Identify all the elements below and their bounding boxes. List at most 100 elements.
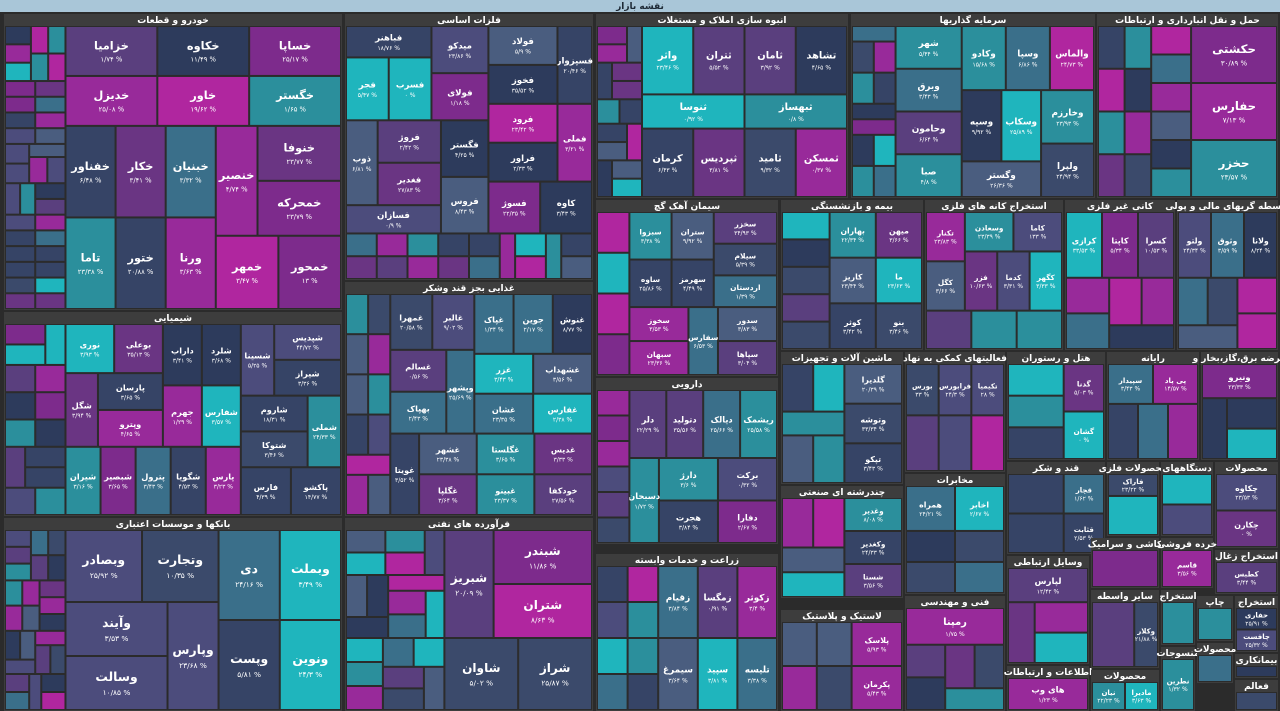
stock-tile[interactable]: شبندر ۱۱/۸۶ %: [493, 530, 593, 584]
stock-tile-small[interactable]: [20, 630, 36, 660]
stock-tile-small[interactable]: [1151, 54, 1192, 83]
stock-tile[interactable]: فخوز ۳۵/۵۲ %: [488, 64, 558, 104]
stock-tile-small[interactable]: [1066, 277, 1110, 314]
stock-tile-small[interactable]: [5, 605, 23, 631]
stock-tile-small[interactable]: [5, 277, 36, 294]
stock-tile-small[interactable]: [1066, 313, 1110, 350]
stock-tile-small[interactable]: [1109, 325, 1174, 349]
stock-tile-small[interactable]: [597, 566, 628, 602]
stock-tile-small[interactable]: [974, 644, 1004, 689]
stock-tile-small[interactable]: [407, 256, 439, 280]
stock-tile-small[interactable]: [813, 498, 845, 548]
stock-tile-small[interactable]: [597, 638, 628, 674]
stock-tile-small[interactable]: [1162, 602, 1194, 644]
stock-tile-small[interactable]: [367, 575, 389, 617]
stock-tile[interactable]: حخزر ۲۳/۵۷ %: [1191, 140, 1277, 197]
stock-tile[interactable]: تشاهد ۴/۶۵ %: [795, 26, 847, 95]
stock-tile-small[interactable]: [627, 26, 642, 63]
stock-tile-small[interactable]: [35, 293, 66, 309]
stock-tile-small[interactable]: [1098, 154, 1125, 197]
stock-tile-small[interactable]: [41, 674, 66, 692]
stock-tile-small[interactable]: [382, 666, 424, 689]
stock-tile[interactable]: حکشتی ۳۰/۸۹ %: [1191, 26, 1277, 83]
stock-tile-small[interactable]: [48, 26, 66, 54]
stock-tile-small[interactable]: [5, 580, 23, 606]
stock-tile-small[interactable]: [48, 53, 66, 82]
stock-tile-small[interactable]: [346, 474, 369, 515]
stock-tile-small[interactable]: [368, 414, 391, 455]
stock-tile-small[interactable]: [469, 256, 500, 280]
stock-tile-small[interactable]: [782, 364, 814, 412]
stock-tile-small[interactable]: [612, 62, 642, 81]
stock-tile-small[interactable]: [5, 293, 36, 309]
stock-tile[interactable]: ثپردیس ۳/۸۱ %: [693, 128, 745, 198]
stock-tile-small[interactable]: [5, 128, 36, 144]
stock-tile[interactable]: ثنوسا ۰/۹۲ %: [642, 94, 745, 129]
stock-tile-small[interactable]: [782, 572, 845, 597]
stock-tile-small[interactable]: [816, 622, 852, 666]
stock-tile[interactable]: خمهر ۳/۴۷ %: [215, 235, 279, 309]
stock-tile[interactable]: همراه ۲۴/۲۱ %: [906, 486, 955, 531]
stock-tile-small[interactable]: [368, 334, 391, 375]
stock-tile-small[interactable]: [25, 467, 66, 488]
stock-tile[interactable]: غویتا ۳/۵۲ %: [390, 433, 420, 515]
stock-tile-small[interactable]: [782, 266, 830, 295]
stock-tile-small[interactable]: [597, 334, 630, 375]
stock-tile-small[interactable]: [1141, 277, 1174, 326]
stock-tile-small[interactable]: [346, 233, 377, 257]
stock-tile[interactable]: اخابر ۲/۶۷ %: [955, 486, 1004, 531]
stock-tile-small[interactable]: [499, 233, 516, 280]
stock-tile-small[interactable]: [35, 645, 51, 675]
stock-tile-small[interactable]: [35, 392, 66, 420]
stock-tile-small[interactable]: [5, 487, 36, 516]
stock-tile-small[interactable]: [612, 80, 642, 100]
stock-tile[interactable]: سیلام ۵/۳۹ %: [713, 243, 777, 276]
stock-tile-small[interactable]: [438, 233, 469, 257]
stock-tile-small[interactable]: [1162, 474, 1212, 505]
stock-tile-small[interactable]: [597, 212, 630, 253]
stock-tile-small[interactable]: [782, 622, 817, 666]
stock-tile[interactable]: شاوان ۵/۰۲ %: [444, 638, 519, 710]
stock-tile-small[interactable]: [45, 324, 66, 365]
stock-tile[interactable]: فولاد ۵/۹ %: [488, 26, 558, 65]
stock-tile-small[interactable]: [1162, 504, 1212, 535]
stock-tile[interactable]: خدیزل ۲۵/۰۸ %: [65, 75, 158, 126]
stock-tile[interactable]: ورنا ۳/۶۳ %: [165, 217, 216, 309]
stock-tile[interactable]: خمحور ۱۳ %: [278, 235, 341, 309]
stock-tile-small[interactable]: [388, 614, 426, 638]
stock-tile-small[interactable]: [35, 246, 66, 262]
stock-tile-small[interactable]: [5, 163, 30, 184]
stock-tile-small[interactable]: [873, 41, 896, 73]
stock-tile-small[interactable]: [1008, 474, 1064, 514]
stock-tile-small[interactable]: [5, 344, 46, 365]
stock-tile-small[interactable]: [852, 103, 896, 120]
stock-tile-small[interactable]: [346, 294, 369, 335]
stock-tile-small[interactable]: [423, 666, 445, 710]
stock-tile[interactable]: ثتران ۵/۵۲ %: [693, 26, 745, 95]
stock-tile-small[interactable]: [612, 178, 642, 198]
stock-tile-small[interactable]: [346, 552, 386, 575]
stock-tile-small[interactable]: [5, 630, 21, 660]
stock-tile-small[interactable]: [782, 321, 830, 350]
